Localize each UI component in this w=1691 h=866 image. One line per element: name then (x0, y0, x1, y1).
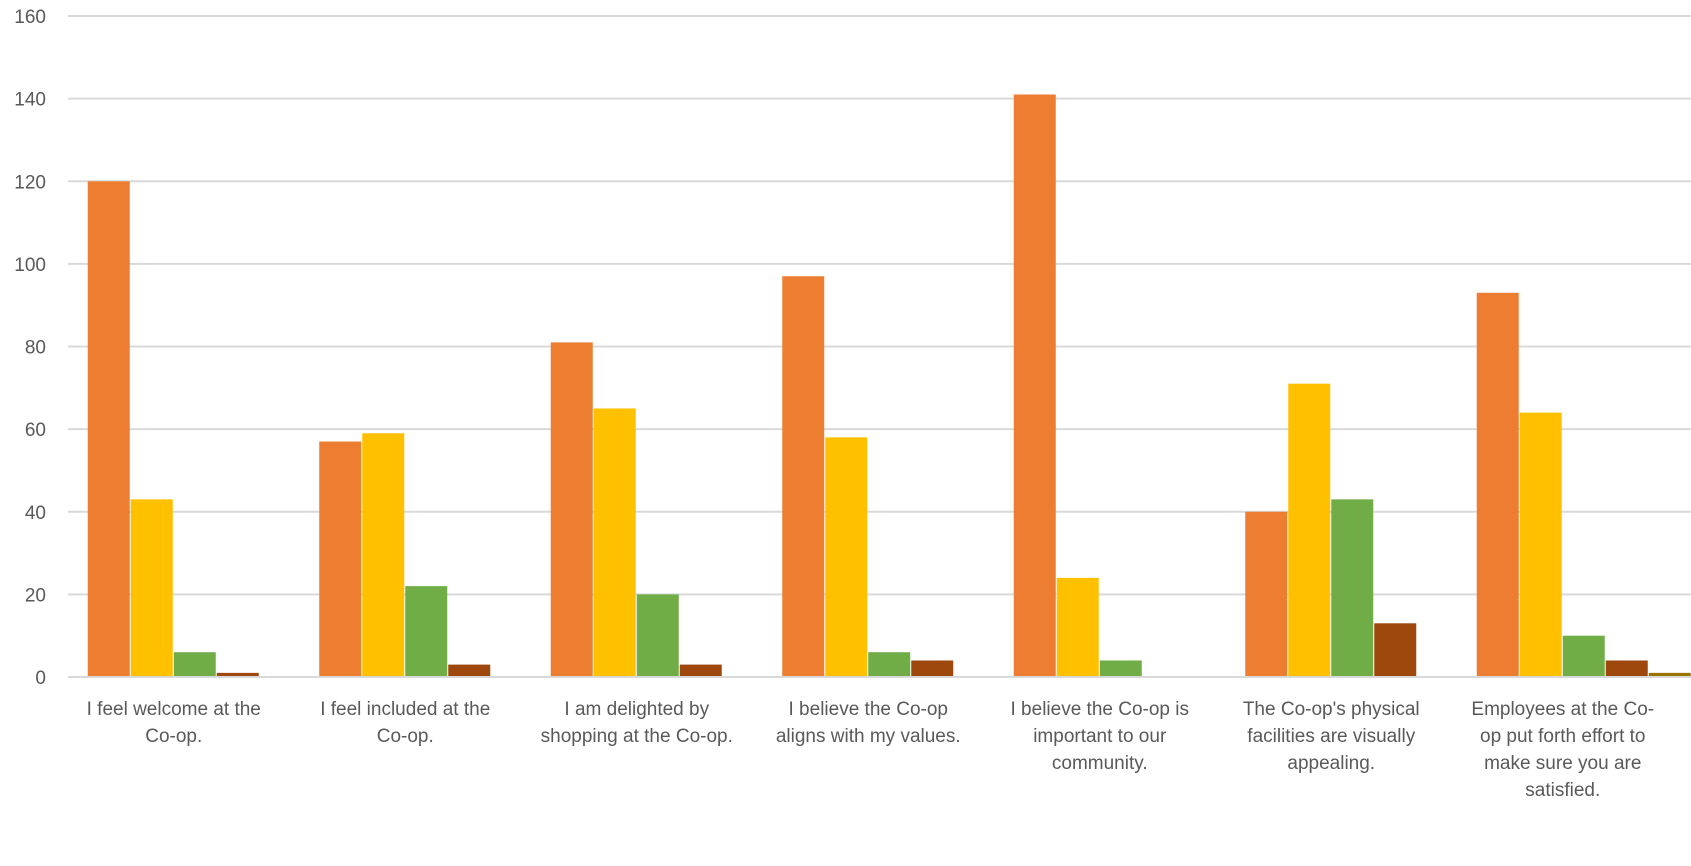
x-category-label: Employees at the Co-op put forth effort … (1471, 699, 1654, 801)
y-tick-label: 0 (35, 668, 46, 689)
x-category-label: I feel included at the Co-op. (320, 699, 490, 747)
x-category-label-line: shopping at the Co-op. (541, 726, 733, 747)
bar-series2-cat4 (825, 437, 868, 677)
x-category-label: I believe the Co-op aligns with my values… (776, 699, 961, 747)
bar-series1-cat4 (782, 276, 825, 677)
y-tick-label: 160 (14, 7, 46, 28)
y-tick-label: 20 (25, 585, 46, 606)
x-category-label-line: facilities are visually (1247, 726, 1415, 747)
bar-series2-cat5 (1056, 577, 1099, 677)
x-category-label-line: Employees at the Co- (1471, 699, 1654, 720)
y-axis-tick-labels: 0 20 40 60 80 100 120 140 160 (14, 7, 46, 689)
bar-series4-cat1 (216, 672, 259, 677)
x-category-label-line: Co-op. (145, 726, 202, 747)
bar-series1-cat3 (550, 342, 593, 677)
x-category-label-line: make sure you are (1484, 753, 1641, 774)
bar-series2-cat6 (1288, 383, 1331, 677)
y-tick-label: 40 (25, 503, 46, 524)
bar-series2-cat1 (130, 499, 173, 677)
x-category-label-line: satisfied. (1525, 780, 1600, 801)
bars (87, 94, 1691, 677)
x-category-label-line: aligns with my values. (776, 726, 961, 747)
x-category-label-line: I feel included at the (320, 699, 490, 720)
bar-series3-cat1 (173, 652, 216, 677)
y-tick-label: 100 (14, 255, 46, 276)
bar-series4-cat7 (1605, 660, 1648, 677)
bar-series3-cat3 (636, 594, 679, 677)
bar-series1-cat7 (1476, 292, 1519, 677)
x-category-label-line: appealing. (1287, 753, 1375, 774)
x-category-label-line: I believe the Co-op (789, 699, 949, 720)
bar-series2-cat3 (593, 408, 636, 677)
gridlines (68, 15, 1691, 596)
bar-series3-cat2 (405, 586, 448, 677)
x-category-label-line: I am delighted by (564, 699, 709, 720)
x-category-label-line: important to our (1033, 726, 1167, 747)
bar-series4-cat3 (679, 664, 722, 677)
bar-series4-cat2 (448, 664, 491, 677)
x-category-label-line: I feel welcome at the (87, 699, 261, 720)
bar-series2-cat7 (1519, 412, 1562, 677)
bar-series1-cat1 (87, 181, 130, 677)
x-category-label-line: community. (1052, 753, 1148, 774)
bar-series3-cat7 (1562, 635, 1605, 677)
bar-series3-cat4 (868, 652, 911, 677)
bar-series1-cat6 (1245, 511, 1288, 677)
bar-series1-cat2 (319, 441, 362, 677)
x-category-label: I am delighted by shopping at the Co-op. (541, 699, 733, 747)
y-tick-label: 140 (14, 90, 46, 111)
x-category-label-line: The Co-op's physical (1243, 699, 1420, 720)
y-tick-label: 120 (14, 172, 46, 193)
bar-series1-cat5 (1013, 94, 1056, 677)
bar-series4-cat6 (1374, 623, 1417, 677)
bar-series3-cat5 (1099, 660, 1142, 677)
x-category-label-line: I believe the Co-op is (1011, 699, 1190, 720)
x-category-label-line: op put forth effort to (1480, 726, 1645, 747)
bar-series4-cat4 (911, 660, 954, 677)
x-category-label: The Co-op's physical facilities are visua… (1243, 699, 1420, 774)
bar-series3-cat6 (1331, 499, 1374, 677)
bar-series2-cat2 (362, 433, 405, 677)
x-category-label: I feel welcome at the Co-op. (87, 699, 261, 747)
y-tick-label: 60 (25, 420, 46, 441)
x-category-label-line: Co-op. (377, 726, 434, 747)
x-category-label: I believe the Co-op is important to our co… (1011, 699, 1190, 774)
x-axis-category-labels: I feel welcome at the Co-op.I feel includ… (87, 699, 1654, 801)
y-tick-label: 80 (25, 338, 46, 359)
bar-series5-cat7 (1648, 672, 1691, 677)
